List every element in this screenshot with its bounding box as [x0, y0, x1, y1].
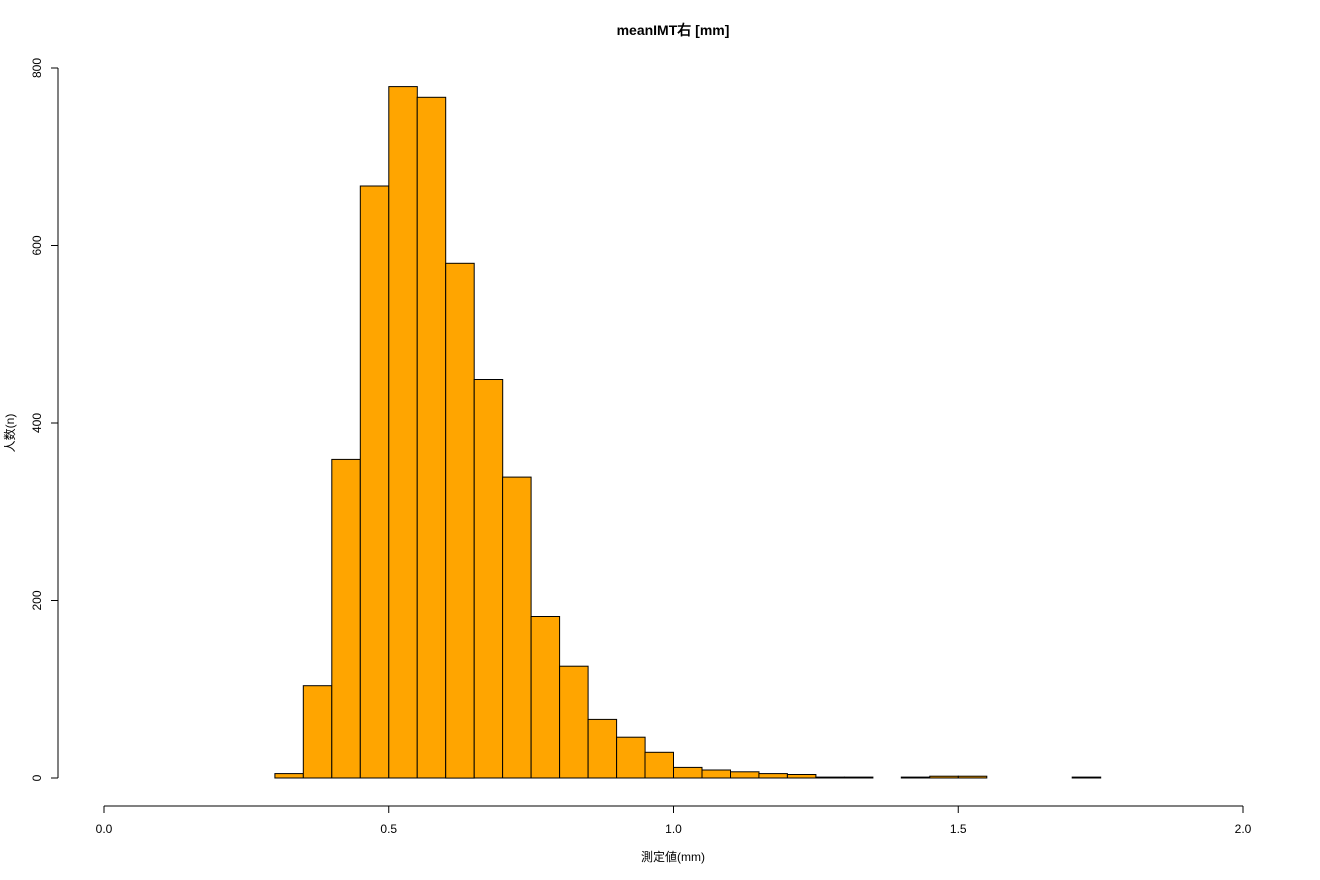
- y-axis-title: 人数(n): [2, 414, 17, 453]
- histogram-bar-12: [616, 736, 646, 779]
- histogram-bar-14: [673, 766, 703, 779]
- histogram-bar-16: [730, 771, 760, 779]
- x-tick-label: 0.5: [380, 822, 397, 836]
- histogram-bar-4: [388, 86, 418, 779]
- histogram-bar-22: [900, 776, 931, 779]
- histogram-bar-24: [957, 775, 988, 779]
- histogram-bar-9: [530, 616, 561, 779]
- x-axis: 0.0 0.5 1.0 1.5 2.0: [96, 805, 1252, 836]
- histogram-bar-11: [587, 718, 618, 779]
- x-tick-label: 1.5: [950, 822, 967, 836]
- y-axis: 0 200 400 600 800: [30, 58, 59, 781]
- histogram-bar-2: [331, 458, 361, 779]
- histogram-bar-13: [644, 751, 674, 779]
- histogram-bar-17: [758, 773, 788, 779]
- y-tick-label: 0: [30, 774, 44, 781]
- x-axis-title: 測定値(mm): [641, 849, 705, 864]
- chart-title: meanIMT右 [mm]: [617, 22, 730, 38]
- x-tick-label: 2.0: [1235, 822, 1252, 836]
- y-tick-label: 200: [30, 590, 44, 610]
- histogram-bar-5: [416, 96, 447, 779]
- x-tick-label: 0.0: [96, 822, 113, 836]
- histogram-bar-10: [559, 665, 589, 779]
- histogram-bar-15: [701, 769, 731, 779]
- y-tick-label: 800: [30, 58, 44, 78]
- histogram-bar-18: [786, 774, 817, 779]
- x-tick-label: 1.0: [665, 822, 682, 836]
- histogram-bar-23: [929, 775, 959, 779]
- histogram-bar-8: [502, 476, 532, 779]
- histogram-bar-1: [302, 685, 333, 779]
- histogram-bar-3: [359, 185, 390, 779]
- y-tick-label: 400: [30, 413, 44, 433]
- histogram-bars: [274, 86, 1102, 779]
- histogram-bar-7: [473, 379, 504, 779]
- histogram-bar-20: [843, 776, 874, 779]
- histogram-bar-6: [445, 262, 475, 779]
- y-tick-label: 600: [30, 235, 44, 255]
- histogram-bar-28: [1071, 776, 1102, 779]
- histogram-bar-19: [815, 776, 845, 779]
- histogram-bar-0: [274, 773, 304, 779]
